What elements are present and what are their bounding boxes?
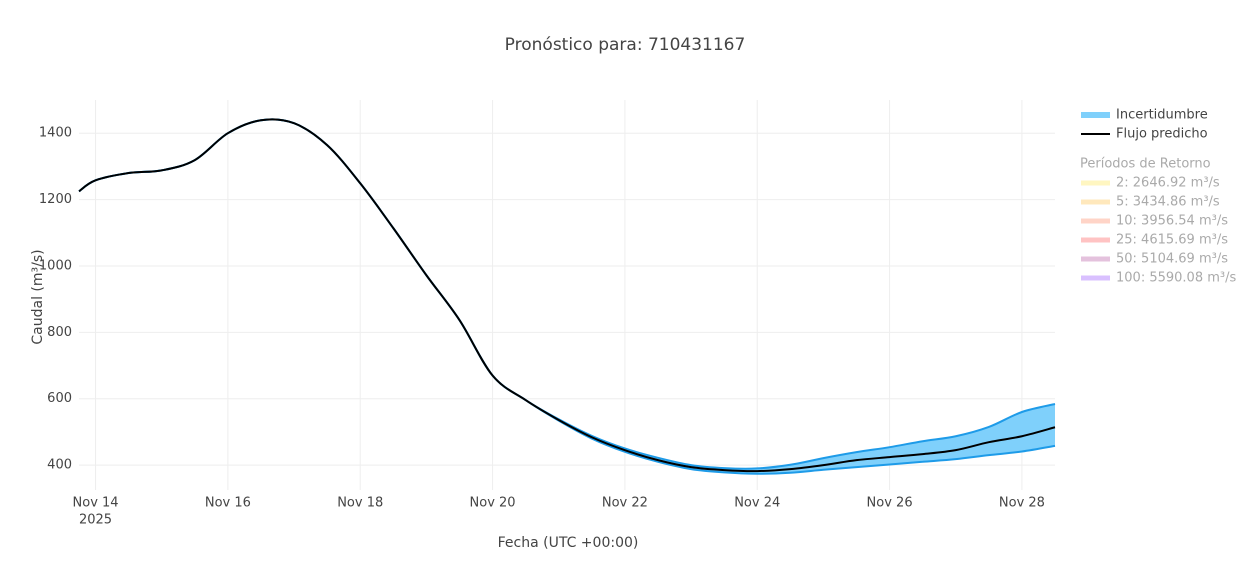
y-tick-label: 400 (47, 458, 72, 473)
x-tick-label: Nov 26 (867, 496, 913, 511)
x-tick-label: Nov 20 (470, 496, 516, 511)
y-tick-label: 800 (47, 325, 72, 340)
legend-label: 2: 2646.92 m³/s (1116, 176, 1220, 191)
uncertainty-band (79, 119, 1055, 474)
band-upper-line (78, 118, 1056, 470)
x-tick-label: Nov 24 (734, 496, 780, 511)
x-tick-year: 2025 (79, 513, 112, 528)
legend-label: 5: 3434.86 m³/s (1116, 195, 1220, 210)
x-tick-label: Nov 18 (337, 496, 383, 511)
y-tick-label: 1000 (39, 258, 72, 273)
legend-label: 50: 5104.69 m³/s (1116, 252, 1228, 267)
chart-title: Pronóstico para: 710431167 (505, 35, 746, 55)
y-tick-label: 600 (47, 391, 72, 406)
x-tick-label: Nov 22 (602, 496, 648, 511)
legend-label[interactable]: Flujo predicho (1116, 127, 1208, 142)
x-axis-title: Fecha (UTC +00:00) (498, 535, 639, 551)
y-tick-label: 1200 (39, 192, 72, 207)
x-tick-label: Nov 28 (999, 496, 1045, 511)
band-lower-line (78, 118, 1056, 475)
legend-group-title: Períodos de Retorno (1080, 157, 1211, 172)
x-tick-label: Nov 14 (73, 496, 119, 511)
legend-label: 25: 4615.69 m³/s (1116, 233, 1228, 248)
forecast-line (78, 118, 1056, 473)
x-tick-label: Nov 16 (205, 496, 251, 511)
legend-label: 10: 3956.54 m³/s (1116, 214, 1228, 229)
y-axis-title: Caudal (m³/s) (30, 249, 46, 344)
legend-label[interactable]: Incertidumbre (1116, 108, 1208, 123)
legend-label: 100: 5590.08 m³/s (1116, 271, 1236, 286)
y-tick-label: 1400 (39, 126, 72, 141)
